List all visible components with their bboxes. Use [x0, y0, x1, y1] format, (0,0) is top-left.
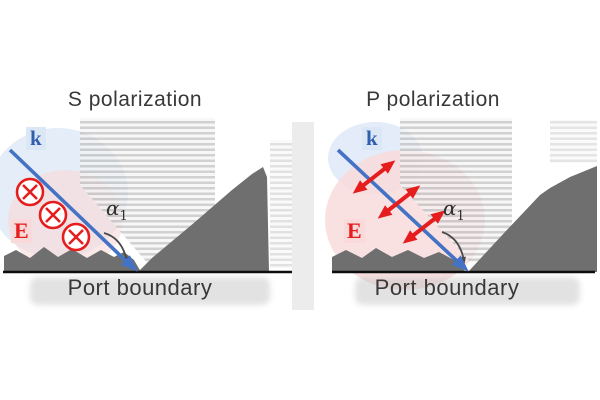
boundary-shadow — [30, 277, 270, 305]
e-field-into-page-icon — [38, 200, 68, 230]
e-field-label: E — [11, 218, 32, 244]
e-field-in-plane-arrow — [352, 160, 396, 194]
surface-profile — [332, 248, 466, 272]
panel-title: S polarization — [67, 88, 203, 111]
incidence-angle-label: α1 — [106, 198, 128, 223]
p-polarization-diagram — [332, 148, 597, 274]
e-field-in-plane-arrow — [402, 210, 446, 244]
texture-artifact — [550, 120, 597, 163]
k-vector-arrow — [8, 148, 138, 272]
grating-wedge — [138, 167, 269, 272]
e-field-into-page-icon — [15, 177, 45, 207]
panel-title: P polarization — [366, 88, 500, 111]
k-vector-label: k — [362, 126, 382, 151]
alpha-subscript: 1 — [456, 209, 465, 224]
boundary-shadow — [355, 277, 580, 305]
surface-profile — [4, 247, 141, 272]
grating-wedge — [468, 166, 597, 272]
port-boundary-label: Port boundary — [67, 275, 213, 300]
s-polarization-panel: S polarization k E α1 Port boundary — [0, 88, 292, 305]
k-vector-label: k — [26, 126, 46, 151]
e-field-into-page-icon — [61, 222, 91, 252]
p-polarization-panel: P polarization k E α1 Port boundary — [300, 0, 600, 400]
texture-artifact — [270, 140, 292, 268]
s-polarization-diagram — [3, 148, 292, 274]
alpha-symbol: α — [443, 196, 457, 220]
e-field-label: E — [344, 218, 365, 244]
alpha-subscript: 1 — [119, 209, 128, 224]
e-field-in-plane-arrow — [377, 185, 421, 219]
panel-divider-artifact — [292, 122, 314, 310]
port-boundary-label: Port boundary — [374, 275, 520, 300]
alpha-symbol: α — [106, 196, 120, 220]
incidence-angle-label: α1 — [443, 198, 465, 223]
